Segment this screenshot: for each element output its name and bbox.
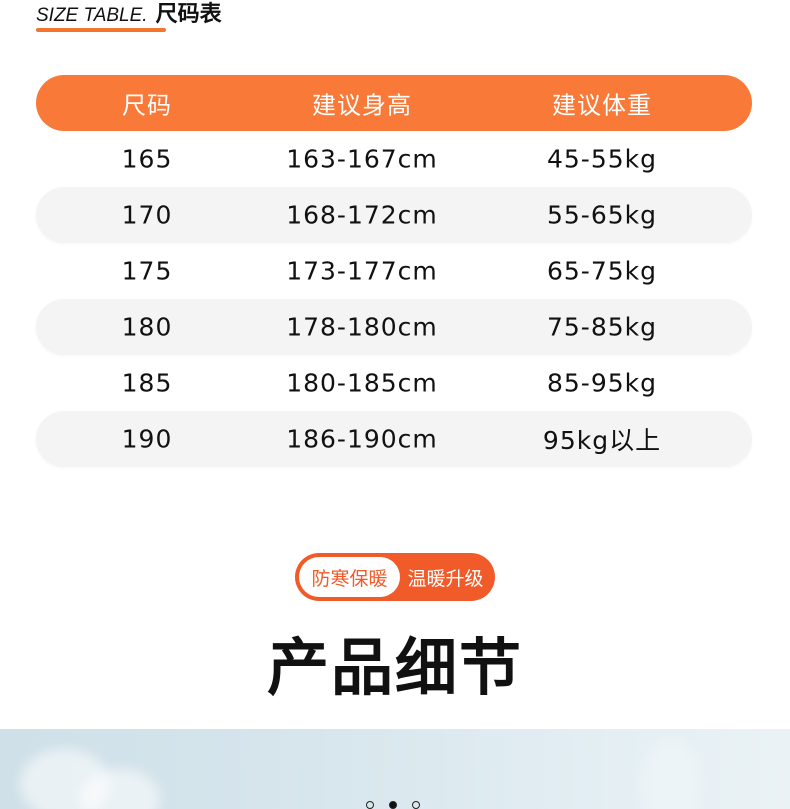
- table-row: 175 173-177cm 65-75kg: [36, 243, 752, 299]
- cell-weight: 85-95kg: [547, 368, 657, 398]
- carousel-dots: [366, 801, 420, 809]
- cell-weight: 45-55kg: [547, 144, 657, 174]
- header-weight: 建议体重: [552, 91, 652, 120]
- cell-weight: 55-65kg: [547, 200, 657, 230]
- cell-size: 185: [121, 368, 173, 398]
- cell-height: 180-185cm: [286, 368, 438, 398]
- cell-height: 163-167cm: [286, 144, 438, 174]
- cell-height: 173-177cm: [286, 256, 438, 286]
- table-row: 185 180-185cm 85-95kg: [36, 355, 752, 411]
- table-row: 180 178-180cm 75-85kg: [36, 299, 752, 355]
- cell-size: 190: [121, 424, 173, 454]
- carousel-dot[interactable]: [412, 801, 420, 809]
- cell-size: 175: [121, 256, 173, 286]
- carousel-dot[interactable]: [389, 801, 397, 809]
- section-title-cn: 尺码表: [155, 2, 222, 27]
- badge-left: 防寒保暖: [299, 557, 400, 597]
- cell-size: 180: [121, 312, 173, 342]
- table-row: 190 186-190cm 95kg以上: [36, 411, 752, 467]
- cell-weight: 95kg以上: [542, 426, 662, 455]
- title-underline: [36, 28, 166, 32]
- table-row: 170 168-172cm 55-65kg: [36, 187, 752, 243]
- badge-right: 温暖升级: [407, 567, 484, 590]
- cell-height: 186-190cm: [286, 424, 438, 454]
- cell-height: 178-180cm: [286, 312, 438, 342]
- cell-weight: 65-75kg: [547, 256, 657, 286]
- header-size: 尺码: [122, 91, 172, 120]
- section-title: SIZE TABLE. 尺码表: [36, 0, 222, 28]
- product-image: [0, 729, 790, 809]
- feature-badge: 防寒保暖 温暖升级: [295, 553, 495, 601]
- cell-size: 170: [121, 200, 173, 230]
- cell-size: 165: [121, 144, 173, 174]
- cell-weight: 75-85kg: [547, 312, 657, 342]
- header-height: 建议身高: [312, 91, 412, 120]
- table-header: 尺码 建议身高 建议体重: [36, 75, 752, 131]
- cell-height: 168-172cm: [286, 200, 438, 230]
- size-table: 尺码 建议身高 建议体重 165 163-167cm 45-55kg 170 168-1…: [36, 75, 752, 467]
- details-title: 产品细节: [266, 631, 523, 704]
- table-row: 165 163-167cm 45-55kg: [36, 131, 752, 187]
- section-title-en: SIZE TABLE.: [36, 5, 148, 26]
- carousel-dot[interactable]: [366, 801, 374, 809]
